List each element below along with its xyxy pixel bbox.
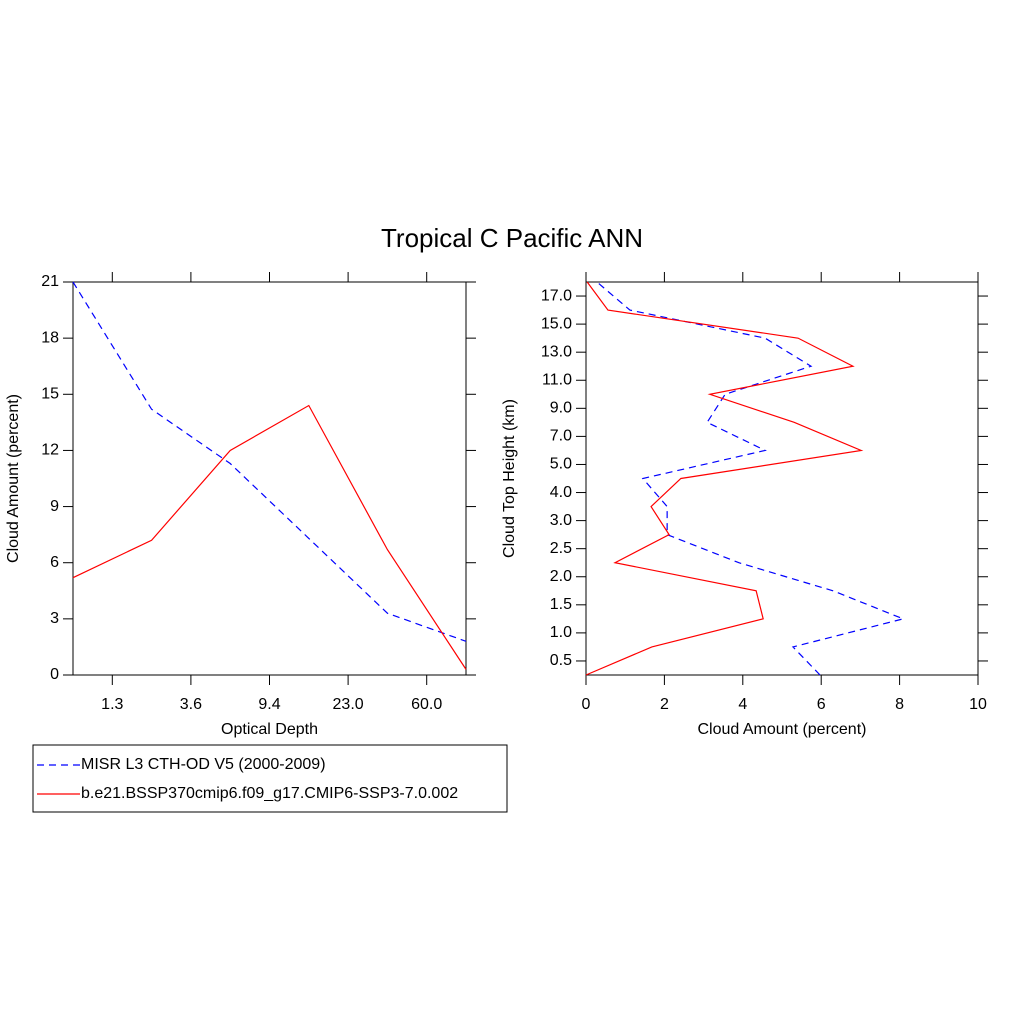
x-axis-label: Optical Depth (221, 721, 318, 738)
y-tick-label: 9 (50, 498, 59, 515)
y-tick-label: 3.0 (550, 512, 572, 529)
x-tick-label: 1.3 (101, 696, 123, 713)
x-tick-label: 60.0 (411, 696, 442, 713)
x-tick-label: 23.0 (333, 696, 364, 713)
y-tick-label: 9.0 (550, 400, 572, 417)
x-tick-label: 10 (969, 696, 987, 713)
x-tick-label: 6 (817, 696, 826, 713)
x-tick-label: 8 (895, 696, 904, 713)
y-axis-label: Cloud Top Height (km) (501, 399, 518, 558)
y-tick-label: 18 (41, 329, 59, 346)
y-tick-label: 5.0 (550, 456, 572, 473)
y-tick-label: 3 (50, 610, 59, 627)
y-tick-label: 6 (50, 554, 59, 571)
series-line (72, 404, 467, 670)
plot-frame (585, 281, 979, 676)
y-tick-label: 4.0 (550, 484, 572, 501)
y-tick-label: 12 (41, 442, 59, 459)
figure-title: Tropical C Pacific ANN (381, 223, 643, 253)
y-tick-label: 15 (41, 386, 59, 403)
y-tick-label: 17.0 (541, 287, 572, 304)
y-tick-label: 15.0 (541, 315, 572, 332)
y-tick-label: 2.5 (550, 540, 572, 557)
y-tick-label: 13.0 (541, 343, 572, 360)
legend-box (32, 744, 508, 813)
x-axis-label: Cloud Amount (percent) (698, 721, 867, 738)
x-tick-label: 9.4 (258, 696, 280, 713)
x-tick-label: 3.6 (180, 696, 202, 713)
y-tick-label: 0 (50, 666, 59, 683)
x-tick-label: 2 (660, 696, 669, 713)
y-tick-label: 1.0 (550, 624, 572, 641)
y-tick-label: 21 (41, 273, 59, 290)
legend-label: MISR L3 CTH-OD V5 (2000-2009) (81, 756, 326, 773)
series-line (585, 281, 864, 676)
y-tick-label: 0.5 (550, 652, 572, 669)
legend-label: b.e21.BSSP370cmip6.f09_g17.CMIP6-SSP3-7.… (81, 785, 458, 802)
y-tick-label: 1.5 (550, 596, 572, 613)
y-axis-label: Cloud Amount (percent) (5, 394, 22, 563)
y-tick-label: 7.0 (550, 428, 572, 445)
series-line (596, 281, 906, 676)
x-tick-label: 4 (738, 696, 747, 713)
x-tick-label: 0 (582, 696, 591, 713)
y-tick-label: 11.0 (542, 371, 572, 388)
y-tick-label: 2.0 (550, 568, 572, 585)
series-line (72, 281, 467, 642)
